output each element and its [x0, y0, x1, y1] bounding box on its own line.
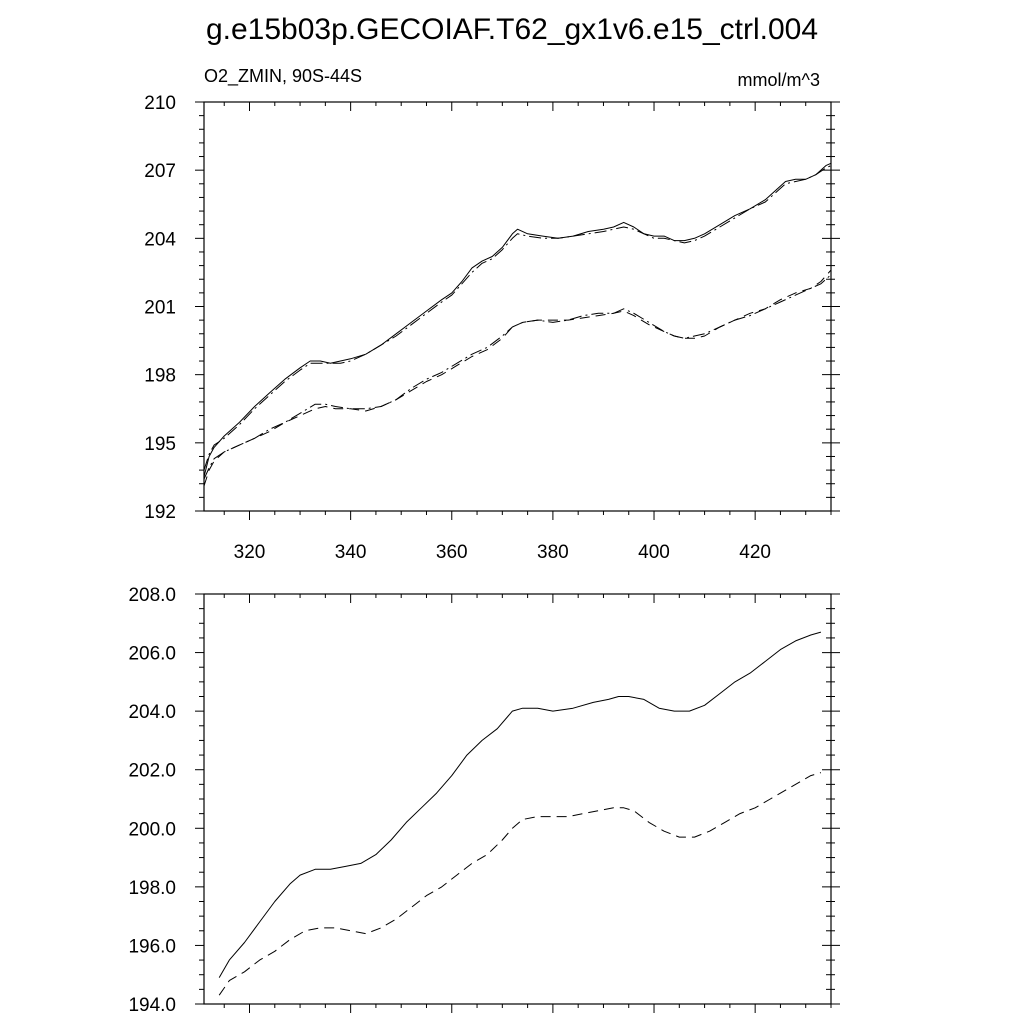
top-chart-x-tick-label: 320: [234, 542, 266, 563]
top-chart-y-tick-label: 201: [144, 298, 176, 319]
top-chart-y-tick-label: 192: [144, 502, 176, 523]
top-chart-y-tick-label: 210: [144, 93, 176, 114]
top-chart-frame: [203, 101, 832, 512]
bottom-chart-y-tick-label: 200.0: [128, 819, 176, 840]
bottom-chart-frame: [203, 593, 832, 1005]
bottom-chart-y-tick-label: 204.0: [128, 702, 176, 723]
top-chart-x-tick-label: 400: [638, 542, 670, 563]
top-chart-ticks: 320 340 360 380 400 420 192 195 198 201 204 207 210: [144, 93, 840, 563]
top-chart-x-tick-label: 340: [335, 542, 367, 563]
bottom-chart-y-tick-label: 196.0: [128, 936, 176, 957]
top-chart-series-1-line: [203, 165, 832, 471]
top-chart-x-tick-label: 420: [739, 542, 771, 563]
bottom-chart-y-tick-label: 208.0: [128, 585, 176, 606]
top-chart-variable-label: O2_ZMIN, 90S-44S: [204, 66, 362, 87]
top-chart-x-tick-label: 380: [537, 542, 569, 563]
top-chart-series-2-line: [203, 269, 832, 487]
bottom-chart-lines: [218, 631, 822, 996]
top-chart-units-label: mmol/m^3: [738, 70, 820, 90]
top-chart-y-tick-label: 195: [144, 434, 176, 455]
top-chart-lines: [203, 162, 832, 487]
top-chart-series-3-line: [203, 274, 832, 480]
bottom-chart-series-1-line: [218, 772, 822, 996]
top-chart: O2_ZMIN, 90S-44S mmol/m^3 320 340 360 380 40…: [144, 66, 840, 563]
figure-title: g.e15b03p.GECOIAF.T62_gx1v6.e15_ctrl.004: [206, 13, 818, 46]
bottom-chart-y-tick-label: 202.0: [128, 761, 176, 782]
bottom-chart-y-tick-label: 194.0: [128, 995, 176, 1016]
bottom-chart: 194.0 196.0 198.0 200.0 202.0 204.0 206.0 208.0: [128, 585, 840, 1016]
top-chart-series-0-line: [203, 162, 832, 478]
bottom-chart-series-0-line: [218, 631, 822, 978]
top-chart-y-tick-label: 207: [144, 161, 176, 182]
bottom-chart-y-tick-label: 206.0: [128, 644, 176, 665]
bottom-chart-y-tick-label: 198.0: [128, 878, 176, 899]
top-chart-y-tick-label: 204: [144, 229, 176, 250]
bottom-chart-ticks: 194.0 196.0 198.0 200.0 202.0 204.0 206.0 208.0: [128, 585, 840, 1016]
top-chart-x-tick-label: 360: [436, 542, 468, 563]
top-chart-y-tick-label: 198: [144, 366, 176, 387]
